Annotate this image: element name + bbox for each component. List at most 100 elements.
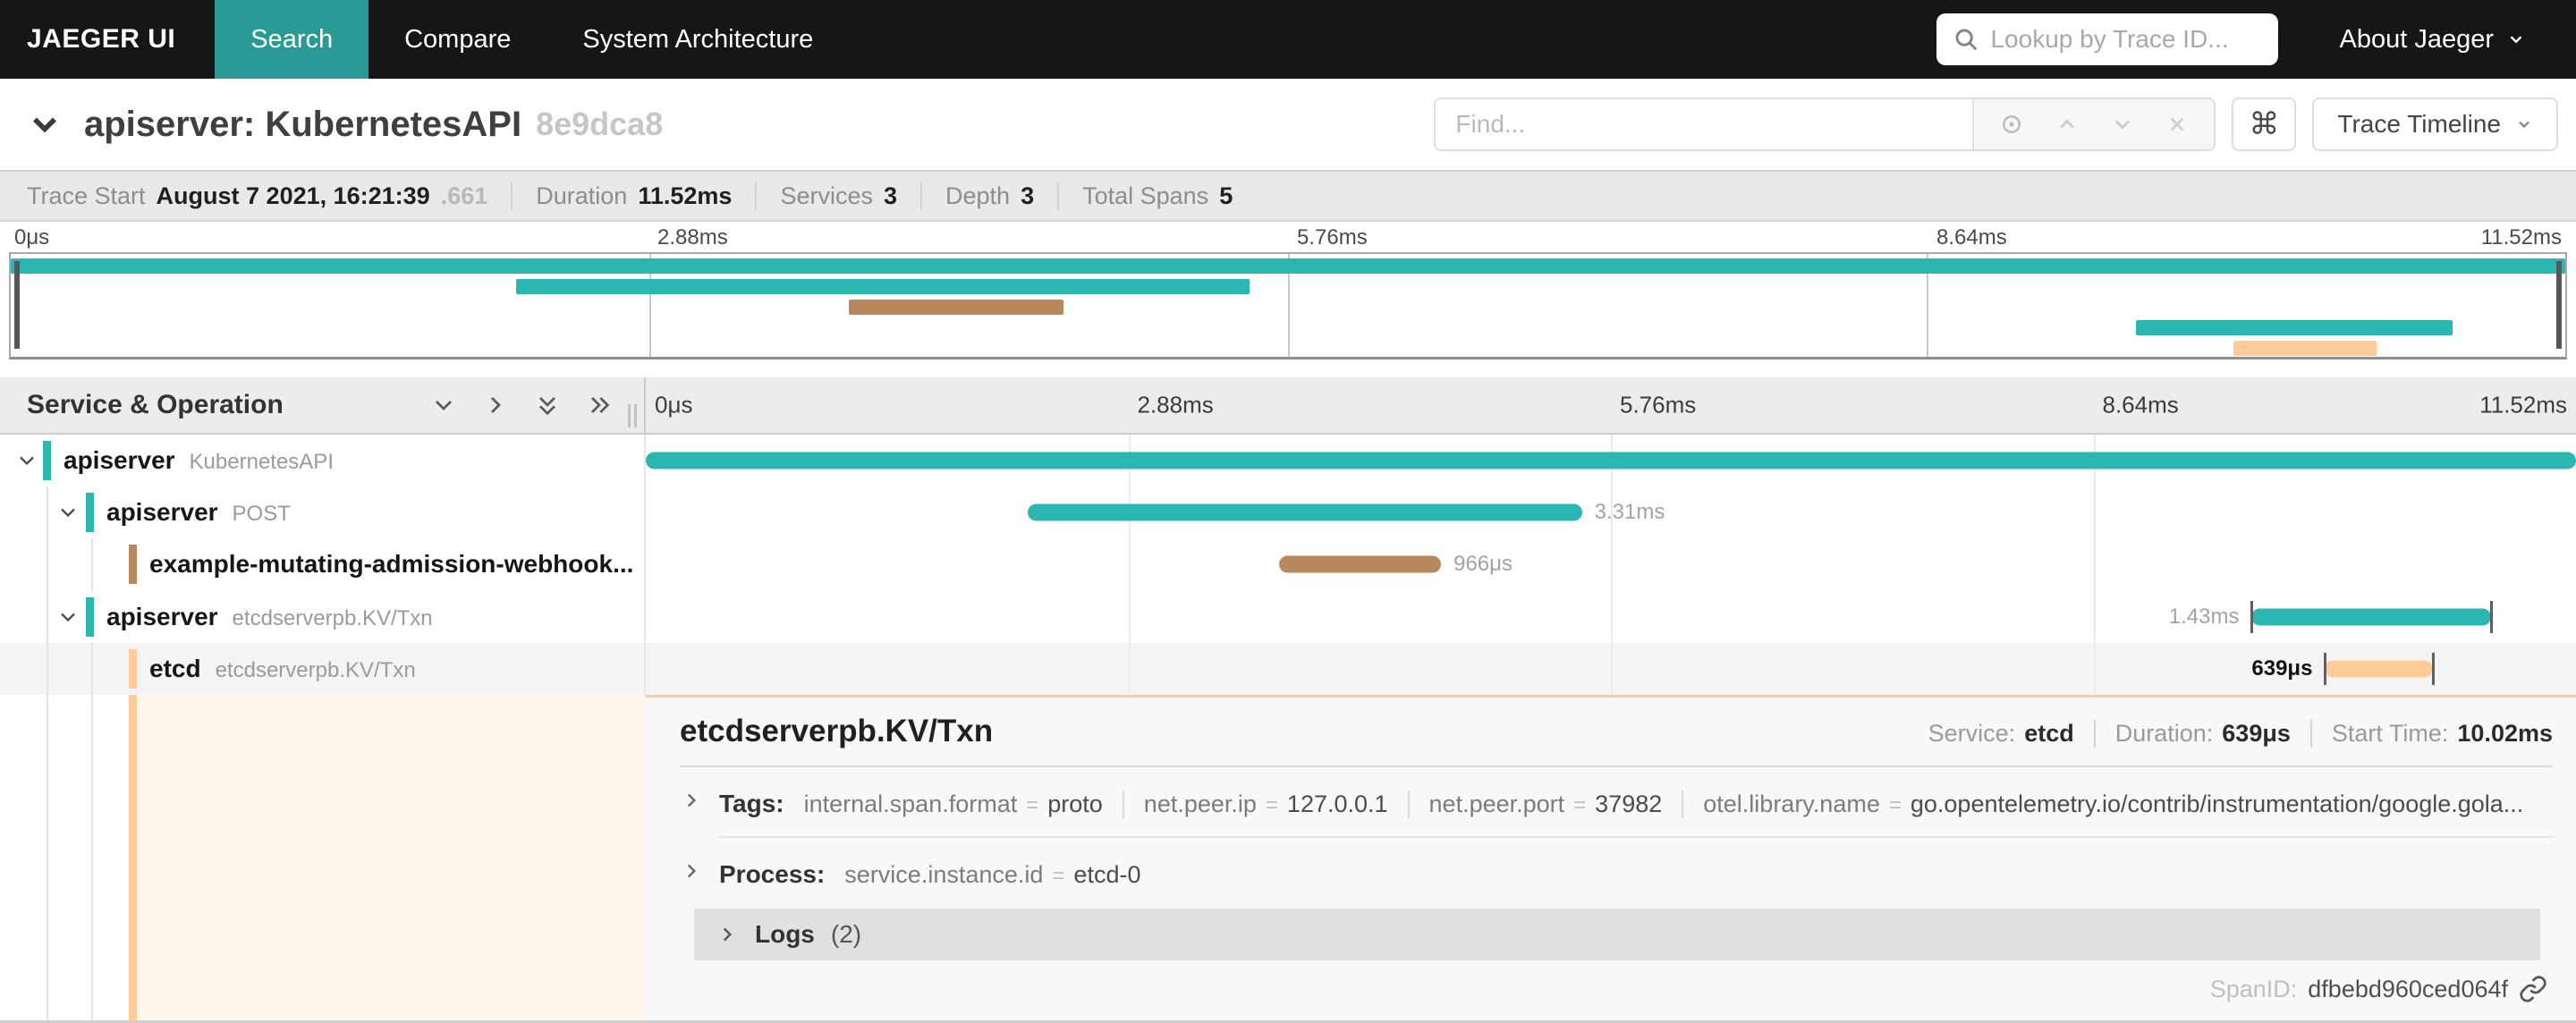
span-name-group: example-mutating-admission-webhook...	[149, 550, 633, 579]
process-field-value: etcd-0	[1073, 861, 1141, 888]
span-row[interactable]: apiserver POST 3.31ms	[0, 486, 2576, 539]
span-id-row: SpanID: dfbebd960ced064f	[680, 975, 2553, 1003]
span-id-value: dfbebd960ced064f	[2308, 975, 2508, 1002]
span-duration-label: 639μs	[2251, 655, 2313, 681]
find-icons	[1972, 99, 2215, 149]
equals-sign: =	[1573, 793, 1587, 817]
span-color-bar	[86, 596, 94, 637]
collapse-one-icon[interactable]	[429, 391, 458, 419]
timeline-tick-label: 0μs	[655, 391, 693, 418]
chevron-down-icon[interactable]	[55, 604, 80, 630]
span-row-timeline-cell[interactable]: 1.43ms	[646, 590, 2576, 643]
logs-accordion[interactable]: Logs (2)	[694, 909, 2540, 960]
span-name-group: apiserver KubernetesAPI	[64, 446, 334, 475]
focus-target-icon[interactable]	[1999, 112, 2024, 137]
span-row[interactable]: etcd etcdserverpb.KV/Txn 639μs	[0, 642, 2576, 695]
span-color-bar	[43, 441, 51, 481]
span-bar-end-tick	[2432, 652, 2436, 685]
about-jaeger-menu[interactable]: About Jaeger	[2339, 0, 2576, 79]
span-bar-start-tick	[2250, 600, 2254, 633]
span-row-timeline-cell[interactable]	[646, 435, 2576, 487]
nav-tab-search[interactable]: Search	[215, 0, 369, 79]
tag: internal.span.format = proto	[801, 790, 1123, 818]
minimap-tick-label: 2.88ms	[657, 225, 728, 249]
logs-label: Logs	[755, 920, 815, 948]
deep-link-icon[interactable]	[2519, 975, 2547, 1003]
collapse-all-icon[interactable]	[533, 391, 562, 419]
nav-tab-system-architecture[interactable]: System Architecture	[582, 24, 814, 54]
collapse-trace-chevron-icon[interactable]	[25, 105, 64, 144]
trace-lookup-input[interactable]	[1990, 25, 2314, 54]
chevron-down-icon	[2515, 115, 2533, 133]
span-row-timeline-cell[interactable]: 966μs	[646, 538, 2576, 591]
span-bar-end-tick	[2490, 600, 2494, 633]
span-duration-bar[interactable]	[2325, 660, 2434, 678]
span-detail-row: etcdserverpb.KV/Txn Service: etcd Duration…	[0, 695, 2576, 1023]
trace-header: apiserver: KubernetesAPI 8e9dca8	[0, 79, 2576, 170]
detail-meta-label: Service:	[1928, 720, 2016, 747]
minimap-span-bar	[516, 279, 1250, 294]
find-input[interactable]	[1436, 99, 1973, 149]
about-jaeger-label: About Jaeger	[2339, 24, 2494, 54]
find-clear-icon[interactable]	[2165, 113, 2189, 136]
operation-name: POST	[232, 502, 291, 527]
span-duration-label: 966μs	[1453, 552, 1513, 577]
service-operation-title: Service & Operation	[27, 390, 284, 419]
span-duration-bar[interactable]	[646, 452, 2576, 469]
service-name: apiserver	[106, 602, 218, 630]
minimap-right-scrubber[interactable]	[2556, 261, 2562, 349]
minimap-grid-line	[1288, 254, 1290, 357]
nav-tab-compare[interactable]: Compare	[404, 24, 512, 54]
span-duration-bar[interactable]	[1278, 555, 1442, 573]
trace-lookup-box[interactable]	[1936, 13, 2314, 65]
timeline-grid-line	[1611, 538, 1613, 591]
tags-accordion[interactable]: Tags: internal.span.format = proto net.peer…	[680, 789, 2553, 818]
nav-tabs: Search Compare System Architecture	[215, 0, 849, 79]
expand-one-icon[interactable]	[481, 391, 510, 419]
stat-label: Total Spans	[1082, 182, 1209, 209]
span-row[interactable]: apiserver KubernetesAPI	[0, 435, 2576, 487]
timeline-grid-line	[2093, 642, 2096, 695]
timeline-grid-line	[1128, 538, 1131, 591]
span-color-bar	[129, 648, 137, 689]
span-row-name-cell: example-mutating-admission-webhook...	[0, 538, 646, 591]
span-row[interactable]: apiserver etcdserverpb.KV/Txn 1.43ms	[0, 590, 2576, 643]
detail-title-row: etcdserverpb.KV/Txn Service: etcd Duration…	[680, 714, 2553, 749]
chevron-right-icon	[680, 859, 703, 883]
span-row-name-cell: etcd etcdserverpb.KV/Txn	[0, 642, 646, 695]
tag-items: internal.span.format = proto net.peer.ip = 12…	[801, 790, 2544, 818]
span-duration-bar[interactable]	[1028, 503, 1582, 521]
stat-value: 3	[883, 182, 897, 209]
span-duration-label: 1.43ms	[2168, 604, 2240, 629]
span-row[interactable]: example-mutating-admission-webhook... 966…	[0, 538, 2576, 591]
keyboard-shortcuts-button[interactable]: ⌘	[2232, 97, 2297, 151]
find-next-icon[interactable]	[2110, 112, 2135, 137]
view-selector-button[interactable]: Trace Timeline	[2312, 97, 2558, 151]
span-row-timeline-cell[interactable]: 3.31ms	[646, 486, 2576, 539]
tag: net.peer.ip = 127.0.0.1	[1122, 790, 1408, 818]
timeline-minimap[interactable]	[9, 252, 2567, 359]
stat-value: August 7 2021, 16:21:39	[156, 182, 430, 209]
equals-sign: =	[1026, 793, 1039, 817]
jaeger-logo[interactable]: JAEGER UI	[27, 24, 176, 54]
span-duration-bar[interactable]	[2251, 608, 2492, 626]
trace-stats-bar: Trace Start August 7 2021, 16:21:39 .661 Du…	[0, 170, 2576, 222]
service-name: example-mutating-admission-webhook...	[149, 550, 634, 579]
span-row-timeline-cell[interactable]: 639μs	[646, 642, 2576, 695]
tree-guide-line	[47, 486, 48, 539]
trace-title: apiserver: KubernetesAPI	[84, 104, 522, 144]
chevron-down-icon[interactable]	[14, 448, 39, 473]
tag-value: proto	[1047, 790, 1103, 817]
expand-all-icon[interactable]	[585, 391, 614, 419]
column-resizer[interactable]	[628, 404, 637, 427]
process-accordion[interactable]: Process: service.instance.id = etcd-0	[680, 859, 2553, 889]
tree-guide-line	[47, 538, 48, 591]
trace-stat: Trace Start August 7 2021, 16:21:39 .661	[27, 182, 511, 210]
chevron-down-icon[interactable]	[55, 500, 80, 525]
tree-guide-line	[91, 642, 93, 695]
operation-name: etcdserverpb.KV/Txn	[232, 605, 433, 630]
detail-left-highlight	[137, 695, 646, 1020]
timeline-header-ticks: 0μs 2.88ms 5.76ms 8.64ms 11.52ms	[646, 377, 2576, 433]
find-prev-icon[interactable]	[2055, 112, 2080, 137]
minimap-left-scrubber[interactable]	[14, 261, 20, 349]
